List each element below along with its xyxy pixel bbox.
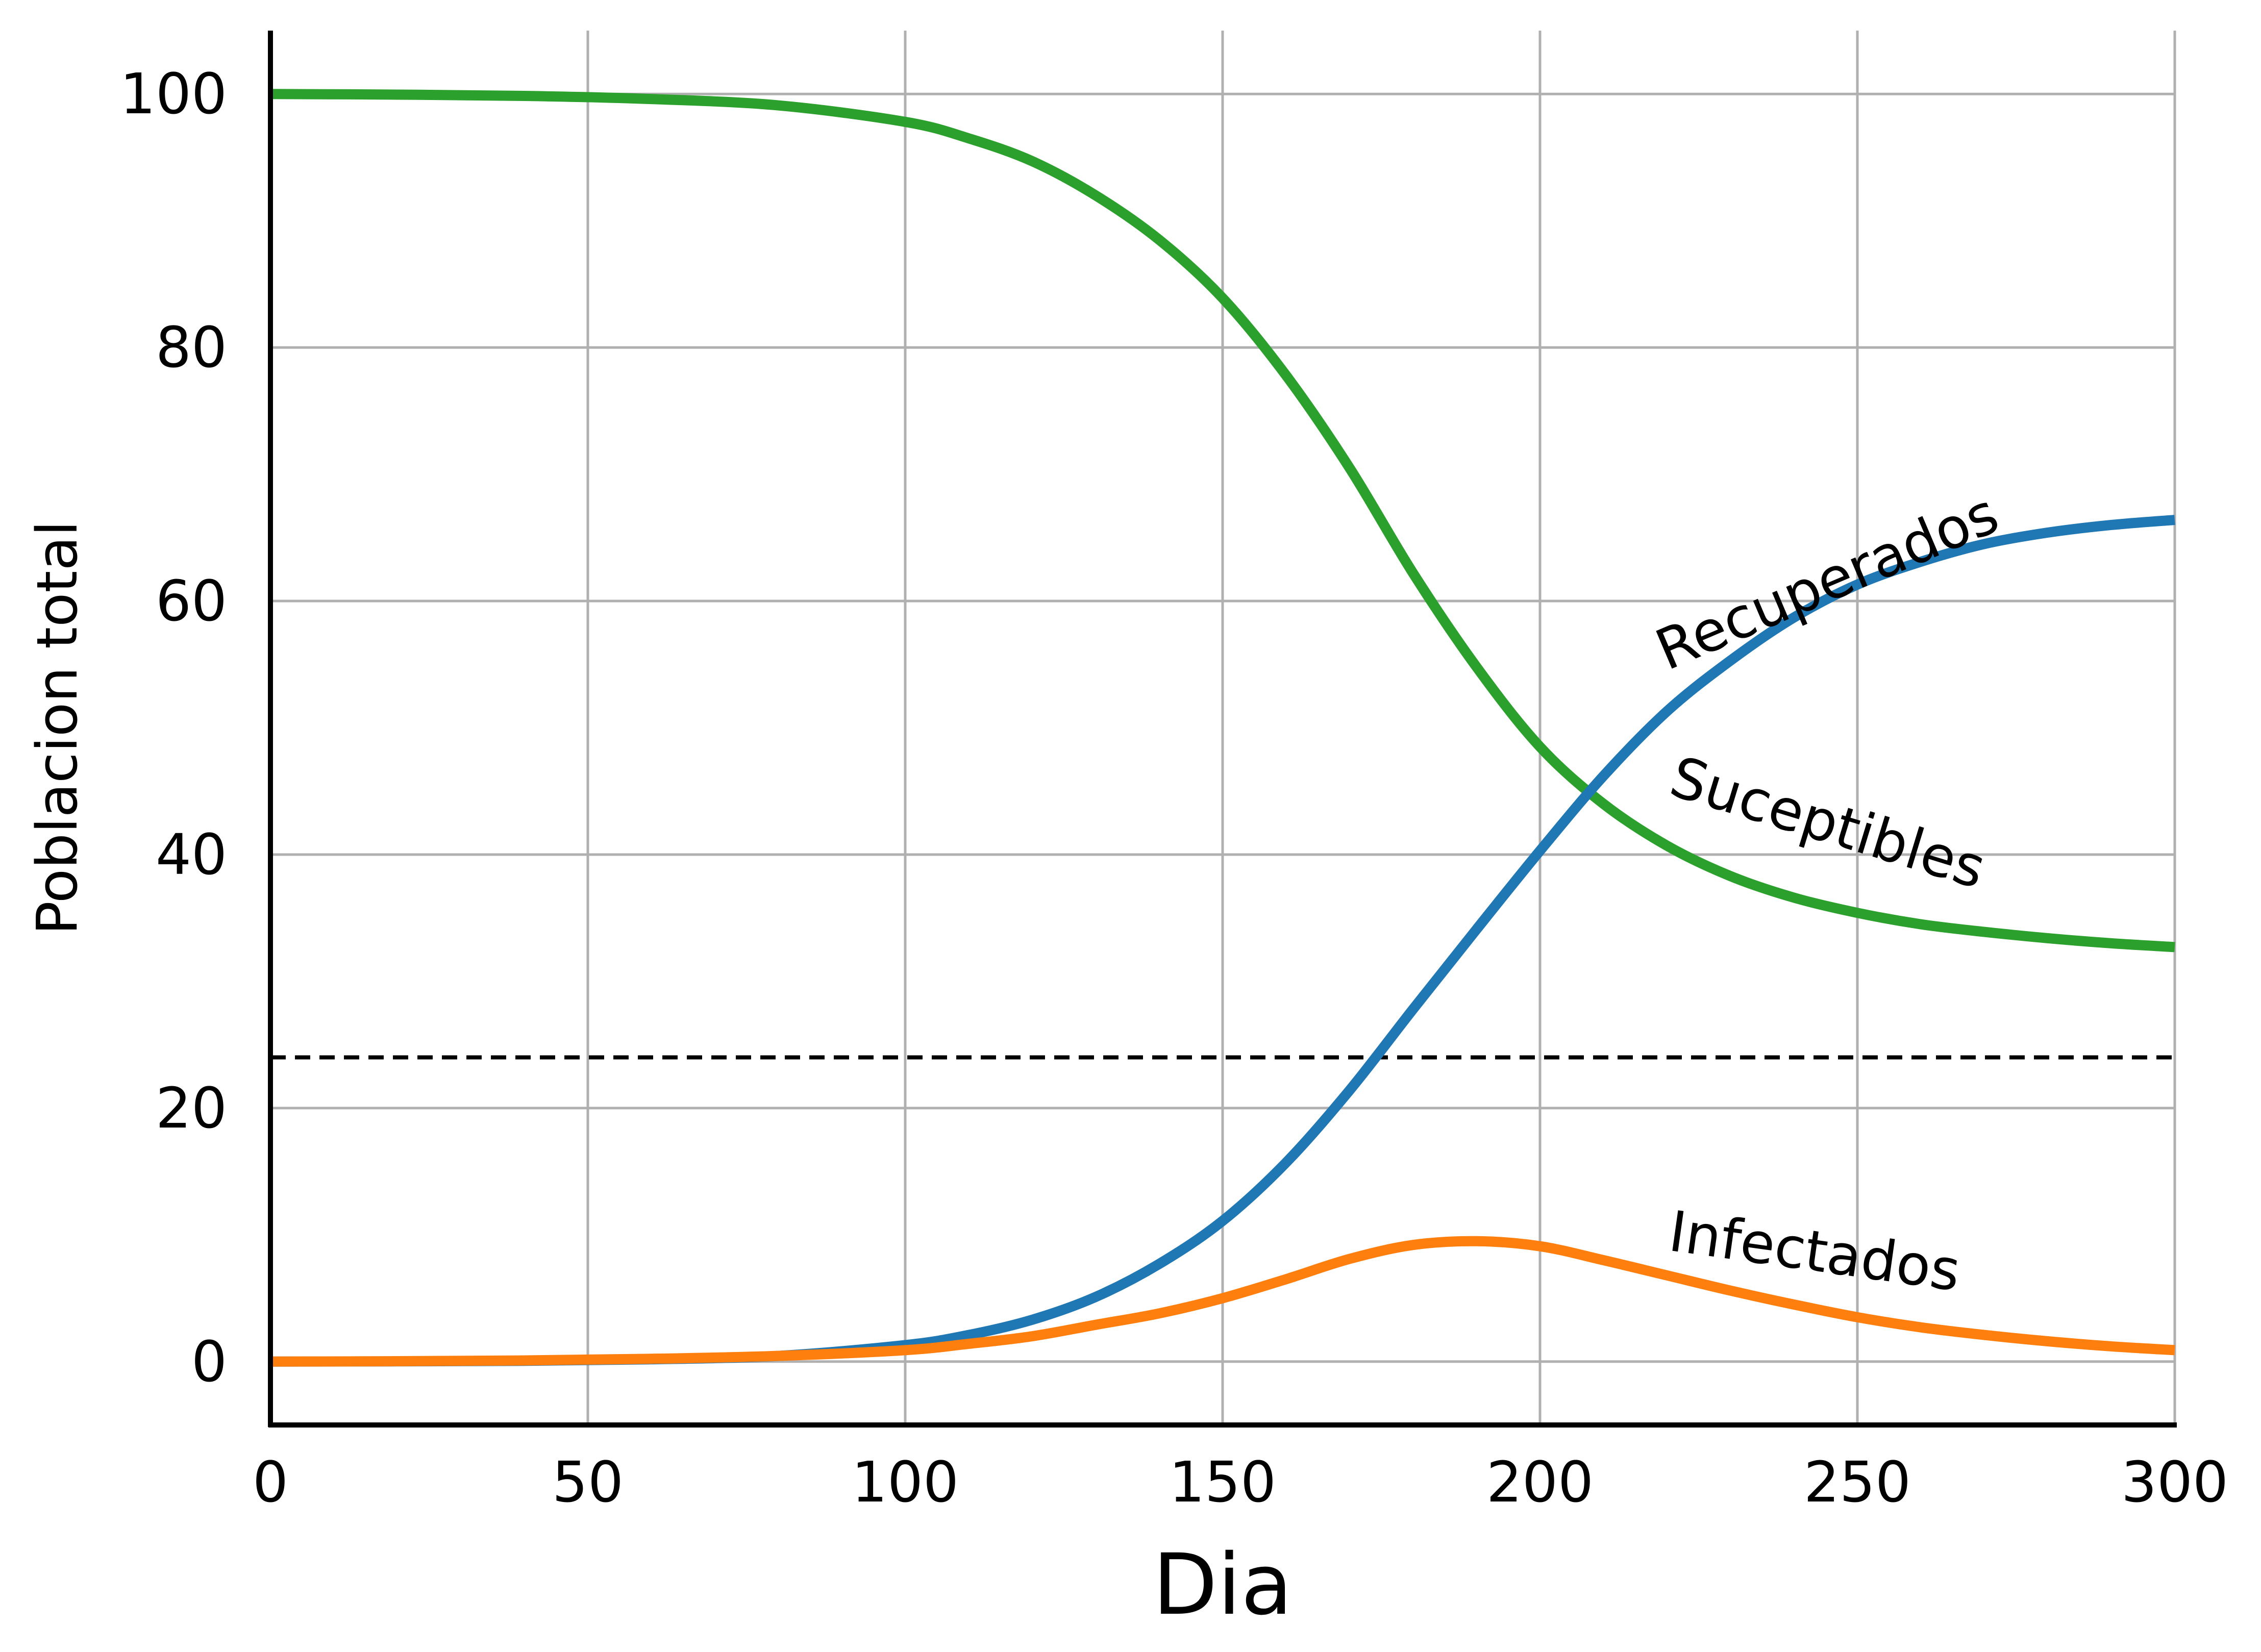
x-tick-label-0: 0: [253, 1449, 288, 1515]
y-tick-label-80: 80: [156, 315, 227, 380]
series-label-recuperados: Recuperados: [1647, 481, 2007, 683]
tick-labels: 0 50 100 150 200 250 300 0 20 40 60 80 100: [120, 61, 2228, 1515]
series-line-infectados: [270, 1236, 2175, 1367]
x-tick-label-300: 300: [2121, 1449, 2228, 1515]
y-tick-label-20: 20: [156, 1075, 227, 1141]
y-tick-label-0: 0: [191, 1329, 227, 1394]
y-tick-label-100: 100: [120, 61, 227, 127]
x-tick-label-100: 100: [852, 1449, 959, 1515]
x-tick-label-250: 250: [1804, 1449, 1911, 1515]
x-axis-title: Dia: [1153, 1536, 1293, 1634]
x-tick-label-150: 150: [1169, 1449, 1276, 1515]
series-line-suceptibles: [270, 89, 2175, 953]
y-tick-label-60: 60: [156, 568, 227, 634]
series-label-suceptibles: Suceptibles: [1663, 744, 1993, 902]
series-group: [270, 89, 2175, 1367]
grid: [269, 31, 2176, 1425]
x-tick-label-200: 200: [1486, 1449, 1594, 1515]
x-tick-label-50: 50: [552, 1449, 624, 1515]
y-tick-label-40: 40: [156, 822, 227, 887]
axes: [268, 31, 2177, 1428]
y-axis-title: Poblacion total: [24, 520, 90, 935]
